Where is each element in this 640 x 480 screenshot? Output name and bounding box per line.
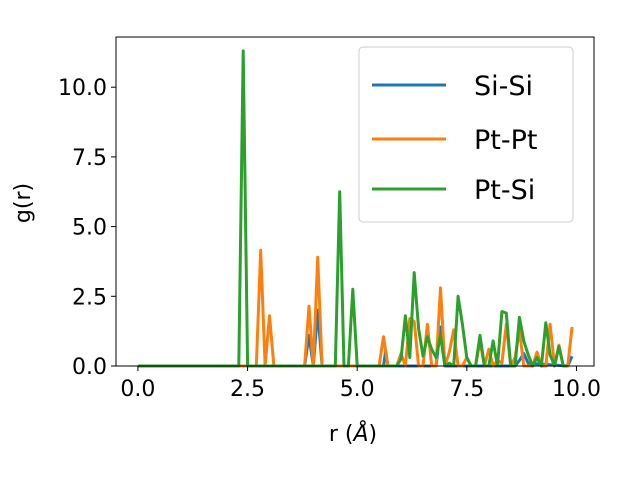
legend-entries: Si-Si Pt-Pt Pt-Si [372, 71, 537, 206]
x-tick-label: 5.0 [340, 377, 375, 402]
y-tick-label: 7.5 [72, 146, 107, 171]
legend-label-si-si: Si-Si [474, 71, 533, 102]
y-tick-label: 0.0 [72, 355, 107, 380]
y-axis-label: g(r) [11, 183, 36, 223]
y-tick-label: 10.0 [58, 76, 107, 101]
series-line-pt-si [137, 49, 568, 368]
plot-frame [115, 36, 595, 367]
legend-frame [358, 46, 574, 223]
x-axis-label: r (Å) [329, 420, 377, 447]
x-tick-label: 2.5 [230, 377, 265, 402]
y-tick-label: 2.5 [72, 285, 107, 310]
ticks-layer: 0.0 2.5 5.0 7.5 10.0 0.0 2.5 5.0 7.5 10.0 [58, 76, 601, 402]
legend-label-pt-si: Pt-Si [474, 175, 535, 206]
legend-label-pt-pt: Pt-Pt [474, 125, 537, 156]
x-tick-label: 10.0 [552, 377, 601, 402]
y-tick-label: 5.0 [72, 216, 107, 241]
x-tick-label: 0.0 [120, 377, 155, 402]
legend: Si-Si Pt-Pt Pt-Si [358, 46, 574, 223]
x-tick-label: 7.5 [449, 377, 484, 402]
